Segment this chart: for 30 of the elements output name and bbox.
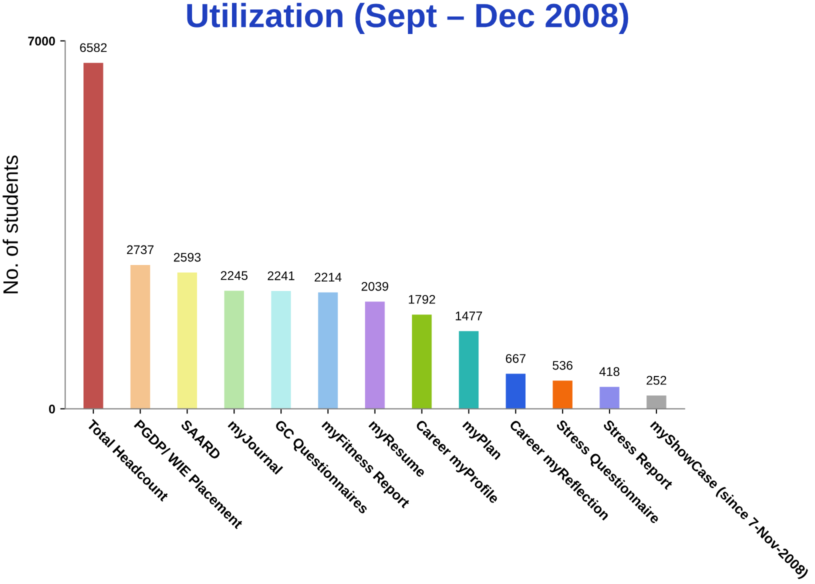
data-label: 418 bbox=[599, 367, 620, 376]
data-label: 667 bbox=[506, 354, 526, 363]
data-label: 1477 bbox=[456, 312, 482, 320]
data-label: 2214 bbox=[314, 272, 342, 282]
bar bbox=[224, 290, 244, 409]
data-label: 2241 bbox=[268, 271, 294, 280]
data-label: 2039 bbox=[362, 282, 388, 291]
bar bbox=[130, 264, 150, 409]
chart-title: Utilization (Sept – Dec 2008) bbox=[187, 2, 628, 34]
y-tick-label: 7000 bbox=[28, 36, 55, 46]
bar bbox=[412, 314, 432, 409]
bar bbox=[458, 331, 479, 409]
bar bbox=[552, 380, 572, 409]
bar bbox=[646, 396, 666, 409]
data-label: 536 bbox=[552, 360, 572, 370]
data-label: 2593 bbox=[174, 252, 201, 262]
bar bbox=[506, 374, 526, 409]
bar bbox=[84, 62, 104, 409]
bar bbox=[271, 291, 291, 409]
data-label: 1792 bbox=[408, 294, 436, 304]
bar bbox=[318, 292, 338, 409]
y-tick-label: 0 bbox=[49, 404, 55, 414]
bar bbox=[600, 386, 620, 409]
bar bbox=[365, 302, 385, 409]
data-label: 252 bbox=[646, 376, 666, 385]
y-axis-title: No. of students bbox=[2, 156, 18, 294]
data-label: 2737 bbox=[127, 245, 154, 254]
bar bbox=[177, 272, 198, 409]
data-label: 6582 bbox=[80, 43, 107, 52]
data-label: 2245 bbox=[220, 271, 248, 280]
